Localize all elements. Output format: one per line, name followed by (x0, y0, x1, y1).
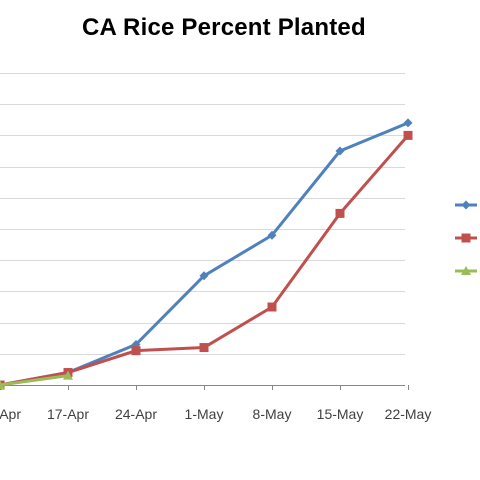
legend (455, 200, 477, 275)
x-tick-label: 24-Apr (115, 406, 157, 422)
x-tick-label: 8-May (253, 406, 292, 422)
axes (0, 385, 409, 390)
x-tick-label: 10-Apr (0, 406, 21, 422)
series-line (0, 374, 69, 387)
data-point (403, 130, 413, 140)
series-3 (0, 370, 73, 389)
data-point (199, 271, 209, 281)
data-point (461, 200, 471, 210)
x-tick-label: 17-Apr (47, 406, 89, 422)
data-point (461, 266, 471, 275)
data-point (267, 302, 277, 312)
data-point (63, 370, 73, 380)
x-tick-label: 1-May (185, 406, 224, 422)
x-tick-label: 22-May (385, 406, 432, 422)
data-point (335, 208, 345, 218)
data-point (131, 346, 141, 356)
x-tick-label: 15-May (317, 406, 364, 422)
data-point (199, 343, 209, 353)
data-point (461, 233, 471, 243)
series (0, 118, 413, 390)
chart-title: CA Rice Percent Planted (82, 14, 366, 41)
data-point (0, 380, 5, 389)
legend-entry (455, 266, 477, 275)
gridlines (0, 73, 405, 355)
legend-entry (455, 200, 477, 210)
legend-entry (455, 233, 477, 243)
x-tick-labels: 10-Apr 17-Apr 24-Apr 1-May 8-May 15-May 22-May (0, 406, 431, 422)
data-point (267, 230, 277, 240)
data-point (403, 118, 413, 128)
data-point (335, 146, 345, 156)
